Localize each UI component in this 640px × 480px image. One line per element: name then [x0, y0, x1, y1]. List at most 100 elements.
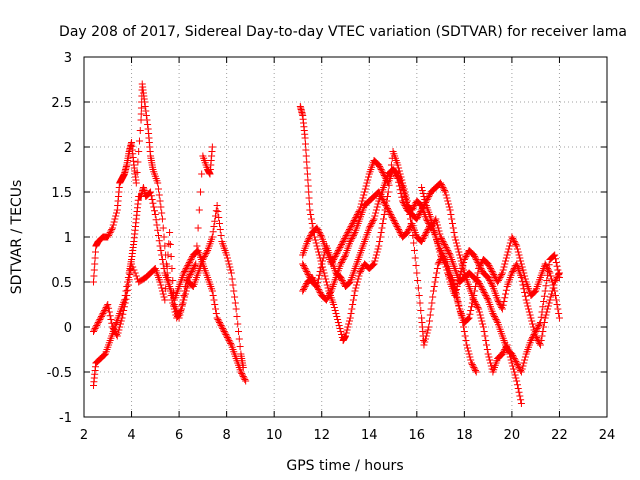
data-point-sat-track-7 — [345, 280, 353, 287]
data-point-sat-track-3 — [132, 272, 140, 280]
data-point-sat-track-3 — [112, 331, 120, 338]
data-marks — [90, 80, 563, 407]
data-point-sat-track-3 — [122, 295, 130, 303]
data-point-sat-track-4 — [428, 299, 436, 307]
data-point-sat-track-1 — [158, 256, 166, 263]
data-point-sat-track-6 — [466, 310, 474, 318]
data-point-sat-track-7 — [314, 279, 322, 287]
data-point-sat-track-3 — [105, 304, 113, 312]
data-point-sat-track-6 — [390, 217, 398, 224]
data-point-sat-track-8 — [487, 280, 495, 287]
data-point-sat-track-6 — [470, 292, 478, 299]
data-point-sat-track-8 — [453, 283, 461, 290]
data-point-sat-track-6 — [495, 275, 503, 283]
data-point-sat-track-8 — [548, 290, 556, 298]
data-point-sat-track-6 — [521, 272, 529, 280]
data-point-sat-track-3 — [167, 253, 175, 260]
data-point-sat-track-2 — [154, 179, 162, 187]
data-point-sat-track-8 — [519, 281, 527, 289]
data-point-sat-track-8 — [419, 190, 427, 197]
data-point-sat-track-7 — [313, 283, 321, 290]
data-point-sat-track-5 — [487, 362, 495, 370]
data-point-sat-track-1 — [122, 287, 130, 295]
data-point-sat-track-6 — [545, 268, 553, 275]
data-point-sat-track-1 — [212, 305, 220, 313]
data-point-sat-track-3 — [236, 343, 244, 350]
data-point-sat-track-5 — [379, 169, 387, 176]
data-point-sat-track-4 — [353, 281, 361, 289]
data-point-sat-track-4 — [342, 332, 349, 340]
data-point-sat-track-7 — [304, 271, 312, 278]
data-point-sat-track-6 — [387, 212, 395, 220]
data-point-sat-track-7 — [536, 320, 544, 328]
data-point-sat-track-6 — [509, 236, 517, 244]
data-point-sat-track-7 — [372, 209, 380, 217]
data-point-sat-track-3 — [129, 263, 137, 271]
data-point-sat-track-2 — [190, 263, 198, 271]
data-point-sat-track-5 — [516, 392, 524, 400]
data-point-sat-track-1 — [226, 338, 234, 346]
data-point-sat-track-3 — [216, 226, 224, 233]
data-point-sat-track-4 — [425, 323, 433, 331]
data-point-sat-track-5 — [361, 188, 369, 196]
data-point-sat-track-7 — [518, 365, 526, 373]
data-point-sat-track-3 — [212, 207, 220, 215]
data-point-sat-track-3 — [214, 208, 222, 215]
data-point-sat-track-8 — [475, 260, 483, 268]
data-point-sat-track-7 — [445, 250, 453, 257]
data-point-sat-track-7 — [543, 277, 551, 284]
data-point-sat-track-2 — [163, 269, 171, 277]
data-point-sat-track-7 — [553, 262, 561, 270]
data-point-sat-track-6 — [420, 233, 428, 241]
data-point-sat-track-7 — [410, 203, 418, 211]
data-point-sat-track-5 — [484, 350, 492, 358]
data-point-sat-track-6 — [508, 233, 516, 241]
data-point-sat-track-5 — [348, 221, 356, 229]
data-point-sat-track-8 — [555, 271, 563, 278]
data-point-sat-track-1 — [239, 373, 247, 380]
data-point-sat-track-4 — [376, 238, 384, 245]
data-point-sat-track-4 — [347, 310, 355, 317]
data-point-sat-track-8 — [478, 266, 486, 274]
x-tick-label: 10 — [266, 428, 283, 443]
data-point-sat-track-7 — [338, 275, 346, 283]
data-point-sat-track-8 — [541, 314, 549, 322]
data-point-sat-track-3 — [229, 281, 237, 289]
data-point-sat-track-3 — [183, 284, 191, 292]
y-tick-label: 2 — [64, 141, 72, 156]
data-point-sat-track-7 — [551, 255, 559, 263]
data-point-sat-track-4 — [348, 305, 356, 313]
data-point-sat-track-3 — [178, 302, 186, 310]
data-point-sat-track-2 — [132, 179, 140, 187]
data-point-sat-track-7 — [539, 303, 547, 311]
data-point-sat-track-8 — [551, 278, 559, 286]
data-point-sat-track-3 — [107, 316, 115, 323]
data-point-sat-track-8 — [420, 193, 428, 200]
data-point-sat-track-6 — [489, 269, 497, 277]
data-point-sat-track-3 — [97, 314, 105, 322]
data-point-sat-track-6 — [518, 263, 526, 271]
data-point-sat-track-3 — [108, 319, 116, 327]
data-point-sat-track-8 — [538, 332, 546, 340]
data-point-sat-track-4 — [433, 265, 441, 272]
data-point-sat-track-5 — [451, 233, 459, 241]
data-point-sat-track-8 — [445, 272, 453, 280]
data-point-sat-track-7 — [476, 281, 484, 289]
data-point-sat-track-8 — [476, 263, 484, 271]
data-point-sat-track-6 — [322, 296, 330, 304]
data-point-sat-track-8 — [440, 257, 448, 265]
data-point-sat-track-7 — [489, 310, 497, 317]
data-point-sat-track-6 — [325, 292, 333, 299]
data-point-sat-track-6 — [465, 314, 473, 322]
data-point-sat-track-6 — [500, 263, 508, 271]
data-point-sat-track-7 — [541, 287, 549, 295]
data-point-sat-track-4 — [320, 269, 328, 277]
data-point-sat-track-5 — [304, 236, 312, 244]
data-point-sat-track-7 — [493, 317, 501, 325]
data-point-sat-track-7 — [444, 247, 452, 254]
data-point-sat-track-1 — [238, 370, 246, 377]
data-point-sat-track-3 — [181, 290, 189, 298]
data-point-sat-track-3 — [159, 290, 167, 298]
data-point-sat-track-1 — [181, 266, 189, 274]
data-point-sat-track-4 — [353, 278, 361, 286]
